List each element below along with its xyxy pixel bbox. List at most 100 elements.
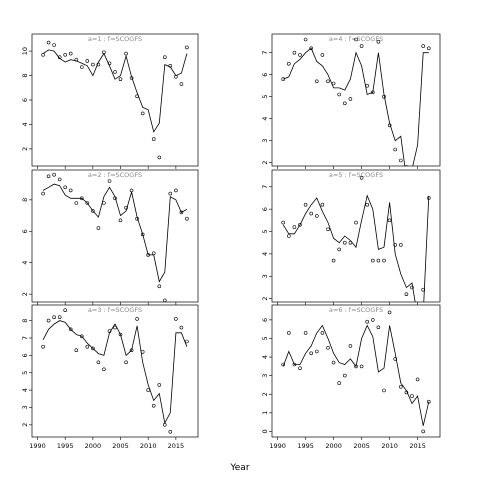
observed-point <box>410 285 414 290</box>
fitted-series-line <box>42 320 188 425</box>
observed-point <box>68 188 73 193</box>
panel-1: a=1 : f=SCOGFS 2 4 6 8 10 <box>21 33 199 169</box>
observed-point <box>129 188 134 193</box>
panel-4: a=5 : f=SCOGFS 2 3 4 5 6 7 <box>261 169 441 305</box>
y-tick-label: 2 <box>261 297 269 301</box>
observed-point <box>179 210 184 215</box>
observed-point <box>96 360 101 365</box>
panel-title: a=2 : f=SCOGFS <box>88 171 142 179</box>
observed-point <box>376 325 381 330</box>
x-tick-label: 2000 <box>325 442 342 450</box>
observed-point <box>426 46 431 51</box>
y-tick-label: 4 <box>21 388 29 392</box>
y-tick-label: 2 <box>21 423 29 427</box>
observed-point <box>179 82 184 86</box>
observed-point <box>85 59 90 63</box>
observed-point <box>151 137 156 141</box>
observed-point <box>354 220 358 225</box>
y-tick-label: 6 <box>21 229 29 233</box>
observed-point <box>135 216 139 221</box>
observed-point <box>91 62 95 67</box>
x-tick-label: 1990 <box>29 442 46 450</box>
observed-point <box>404 292 409 297</box>
observed-point <box>426 196 431 200</box>
observed-point <box>342 240 347 245</box>
panel-frame <box>271 304 441 438</box>
observed-point <box>365 319 370 324</box>
y-tick-label: 10 <box>21 47 29 55</box>
observed-point <box>387 310 392 315</box>
x-tick-label: 2005 <box>112 442 129 450</box>
y-tick-label: 3 <box>261 274 269 278</box>
observed-point <box>113 325 117 330</box>
observed-point <box>174 75 178 79</box>
observed-point <box>124 360 128 365</box>
observed-point <box>46 40 51 45</box>
observed-point <box>91 346 95 351</box>
observed-point <box>63 185 67 190</box>
panel-frame <box>271 169 441 303</box>
y-tick-label: 5 <box>261 229 269 233</box>
x-tick-label: 2010 <box>381 442 398 450</box>
observed-point <box>74 57 79 62</box>
fitted-series-line <box>282 324 430 426</box>
observed-point <box>348 240 353 245</box>
observed-point <box>41 191 45 196</box>
fitted-series-line <box>282 194 430 302</box>
observed-point <box>157 284 162 289</box>
observed-point <box>57 55 62 60</box>
observed-point <box>102 367 106 372</box>
observed-point <box>376 39 381 44</box>
x-tick-label: 1995 <box>57 442 74 450</box>
observed-point <box>80 334 84 339</box>
observed-point <box>52 172 56 177</box>
observed-point <box>185 45 189 50</box>
observed-point <box>85 344 90 349</box>
observed-point <box>314 349 319 354</box>
observed-point <box>281 362 286 367</box>
y-tick-label: 6 <box>21 98 29 102</box>
observed-point <box>415 377 420 382</box>
observed-point <box>91 209 95 213</box>
observed-point <box>387 123 392 128</box>
observed-point <box>398 158 403 163</box>
observed-point <box>135 317 139 321</box>
observed-point <box>365 202 370 207</box>
observed-point <box>331 360 336 365</box>
y-tick-label: 4 <box>261 355 269 359</box>
observed-point <box>286 331 291 335</box>
observed-point <box>168 191 173 196</box>
panel-frame <box>31 33 199 167</box>
observed-point <box>404 390 409 395</box>
y-tick-label: 7 <box>261 51 269 55</box>
observed-point <box>129 348 134 353</box>
y-tick-label: 4 <box>21 261 29 265</box>
y-tick-label: 5 <box>21 371 29 375</box>
observed-point <box>303 202 308 207</box>
observed-point <box>354 37 358 42</box>
observed-point <box>382 94 386 99</box>
observed-point <box>102 201 106 205</box>
observed-point <box>140 350 145 354</box>
observed-point <box>52 43 56 47</box>
observed-point <box>286 61 291 66</box>
observed-point <box>46 174 51 179</box>
y-tick-label: 6 <box>261 318 269 322</box>
observed-point <box>303 331 308 335</box>
observed-point <box>370 318 375 322</box>
observed-point <box>292 225 297 229</box>
panel-5: a=3 : f=SCOGFS 2 3 4 5 6 7 8 1990 1995 2000 2005 201… <box>21 304 199 450</box>
observed-point <box>292 362 297 367</box>
observed-point <box>281 220 286 225</box>
observed-point <box>342 373 347 378</box>
observed-point <box>342 101 347 106</box>
observed-point <box>80 196 84 201</box>
y-tick-label: 4 <box>21 122 29 126</box>
y-tick-label: 5 <box>261 336 269 340</box>
y-tick-label: 6 <box>21 353 29 357</box>
observed-point <box>348 97 353 101</box>
observed-point <box>359 44 364 48</box>
x-tick-label: 2010 <box>140 442 157 450</box>
observed-point <box>57 177 62 182</box>
